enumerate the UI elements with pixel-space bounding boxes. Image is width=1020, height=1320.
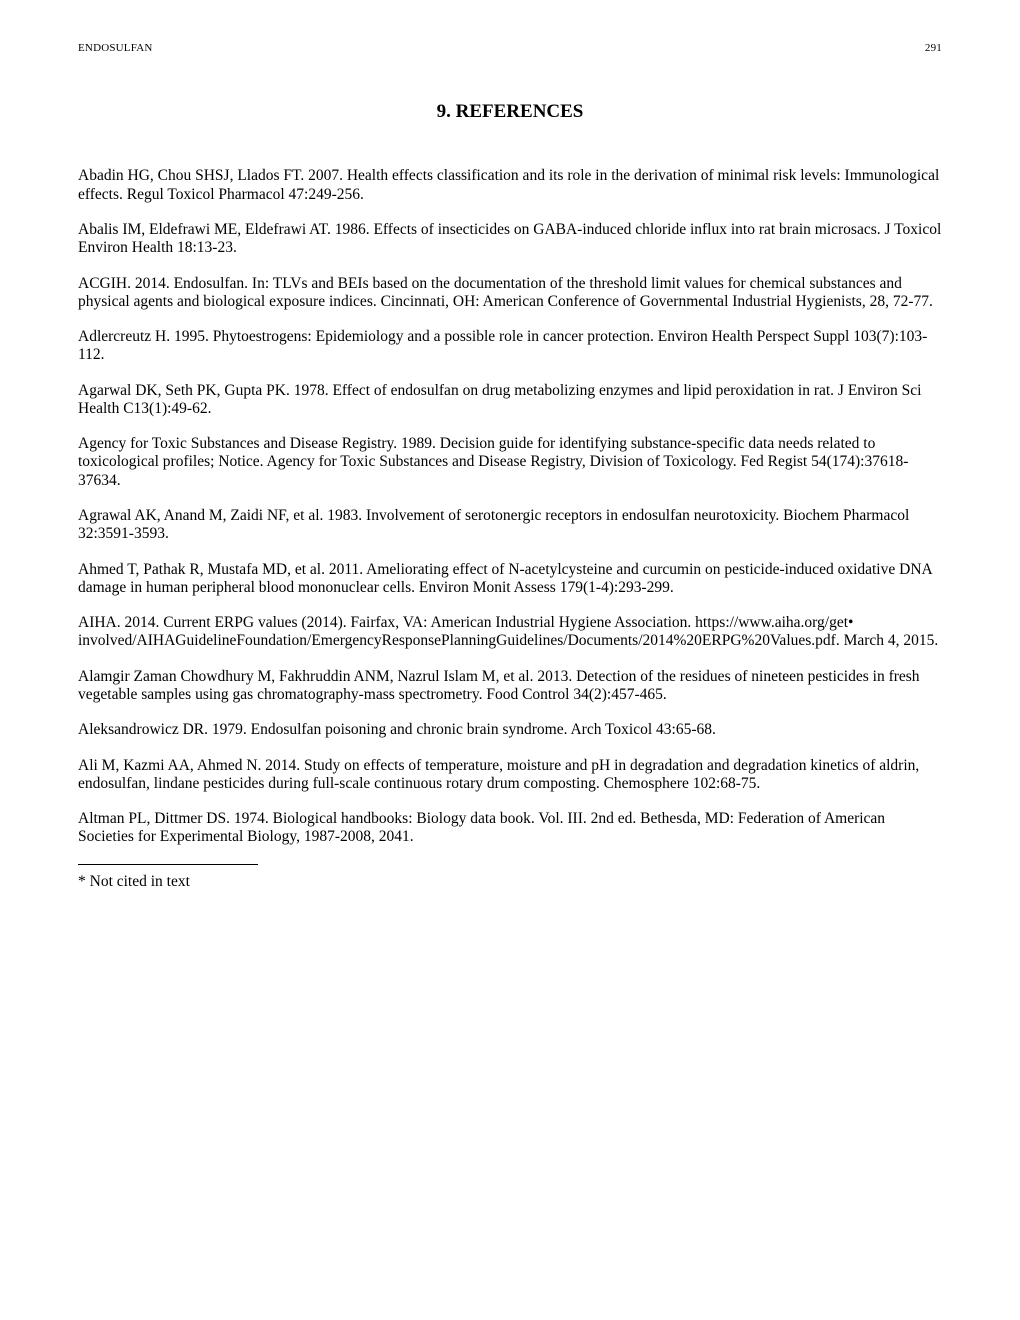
reference-entry: ACGIH. 2014. Endosulfan. In: TLVs and BE… (78, 275, 942, 312)
reference-entry: Alamgir Zaman Chowdhury M, Fakhruddin AN… (78, 668, 942, 705)
reference-entry: Aleksandrowicz DR. 1979. Endosulfan pois… (78, 721, 942, 739)
reference-entry: Agency for Toxic Substances and Disease … (78, 435, 942, 490)
reference-entry: AIHA. 2014. Current ERPG values (2014). … (78, 614, 942, 651)
section-title: 9. REFERENCES (78, 101, 942, 123)
reference-entry: Agarwal DK, Seth PK, Gupta PK. 1978. Eff… (78, 382, 942, 419)
footnote-text: * Not cited in text (78, 873, 942, 891)
header-left: ENDOSULFAN (78, 42, 153, 55)
reference-entry: Abadin HG, Chou SHSJ, Llados FT. 2007. H… (78, 167, 942, 204)
reference-entry: Ahmed T, Pathak R, Mustafa MD, et al. 20… (78, 561, 942, 598)
footnote-separator (78, 864, 258, 865)
reference-entry: Abalis IM, Eldefrawi ME, Eldefrawi AT. 1… (78, 221, 942, 258)
page-running-header: ENDOSULFAN 291 (78, 42, 942, 55)
reference-entry: Adlercreutz H. 1995. Phytoestrogens: Epi… (78, 328, 942, 365)
header-page-number: 291 (925, 42, 942, 55)
reference-entry: Ali M, Kazmi AA, Ahmed N. 2014. Study on… (78, 757, 942, 794)
reference-entry: Altman PL, Dittmer DS. 1974. Biological … (78, 810, 942, 847)
reference-entry: Agrawal AK, Anand M, Zaidi NF, et al. 19… (78, 507, 942, 544)
